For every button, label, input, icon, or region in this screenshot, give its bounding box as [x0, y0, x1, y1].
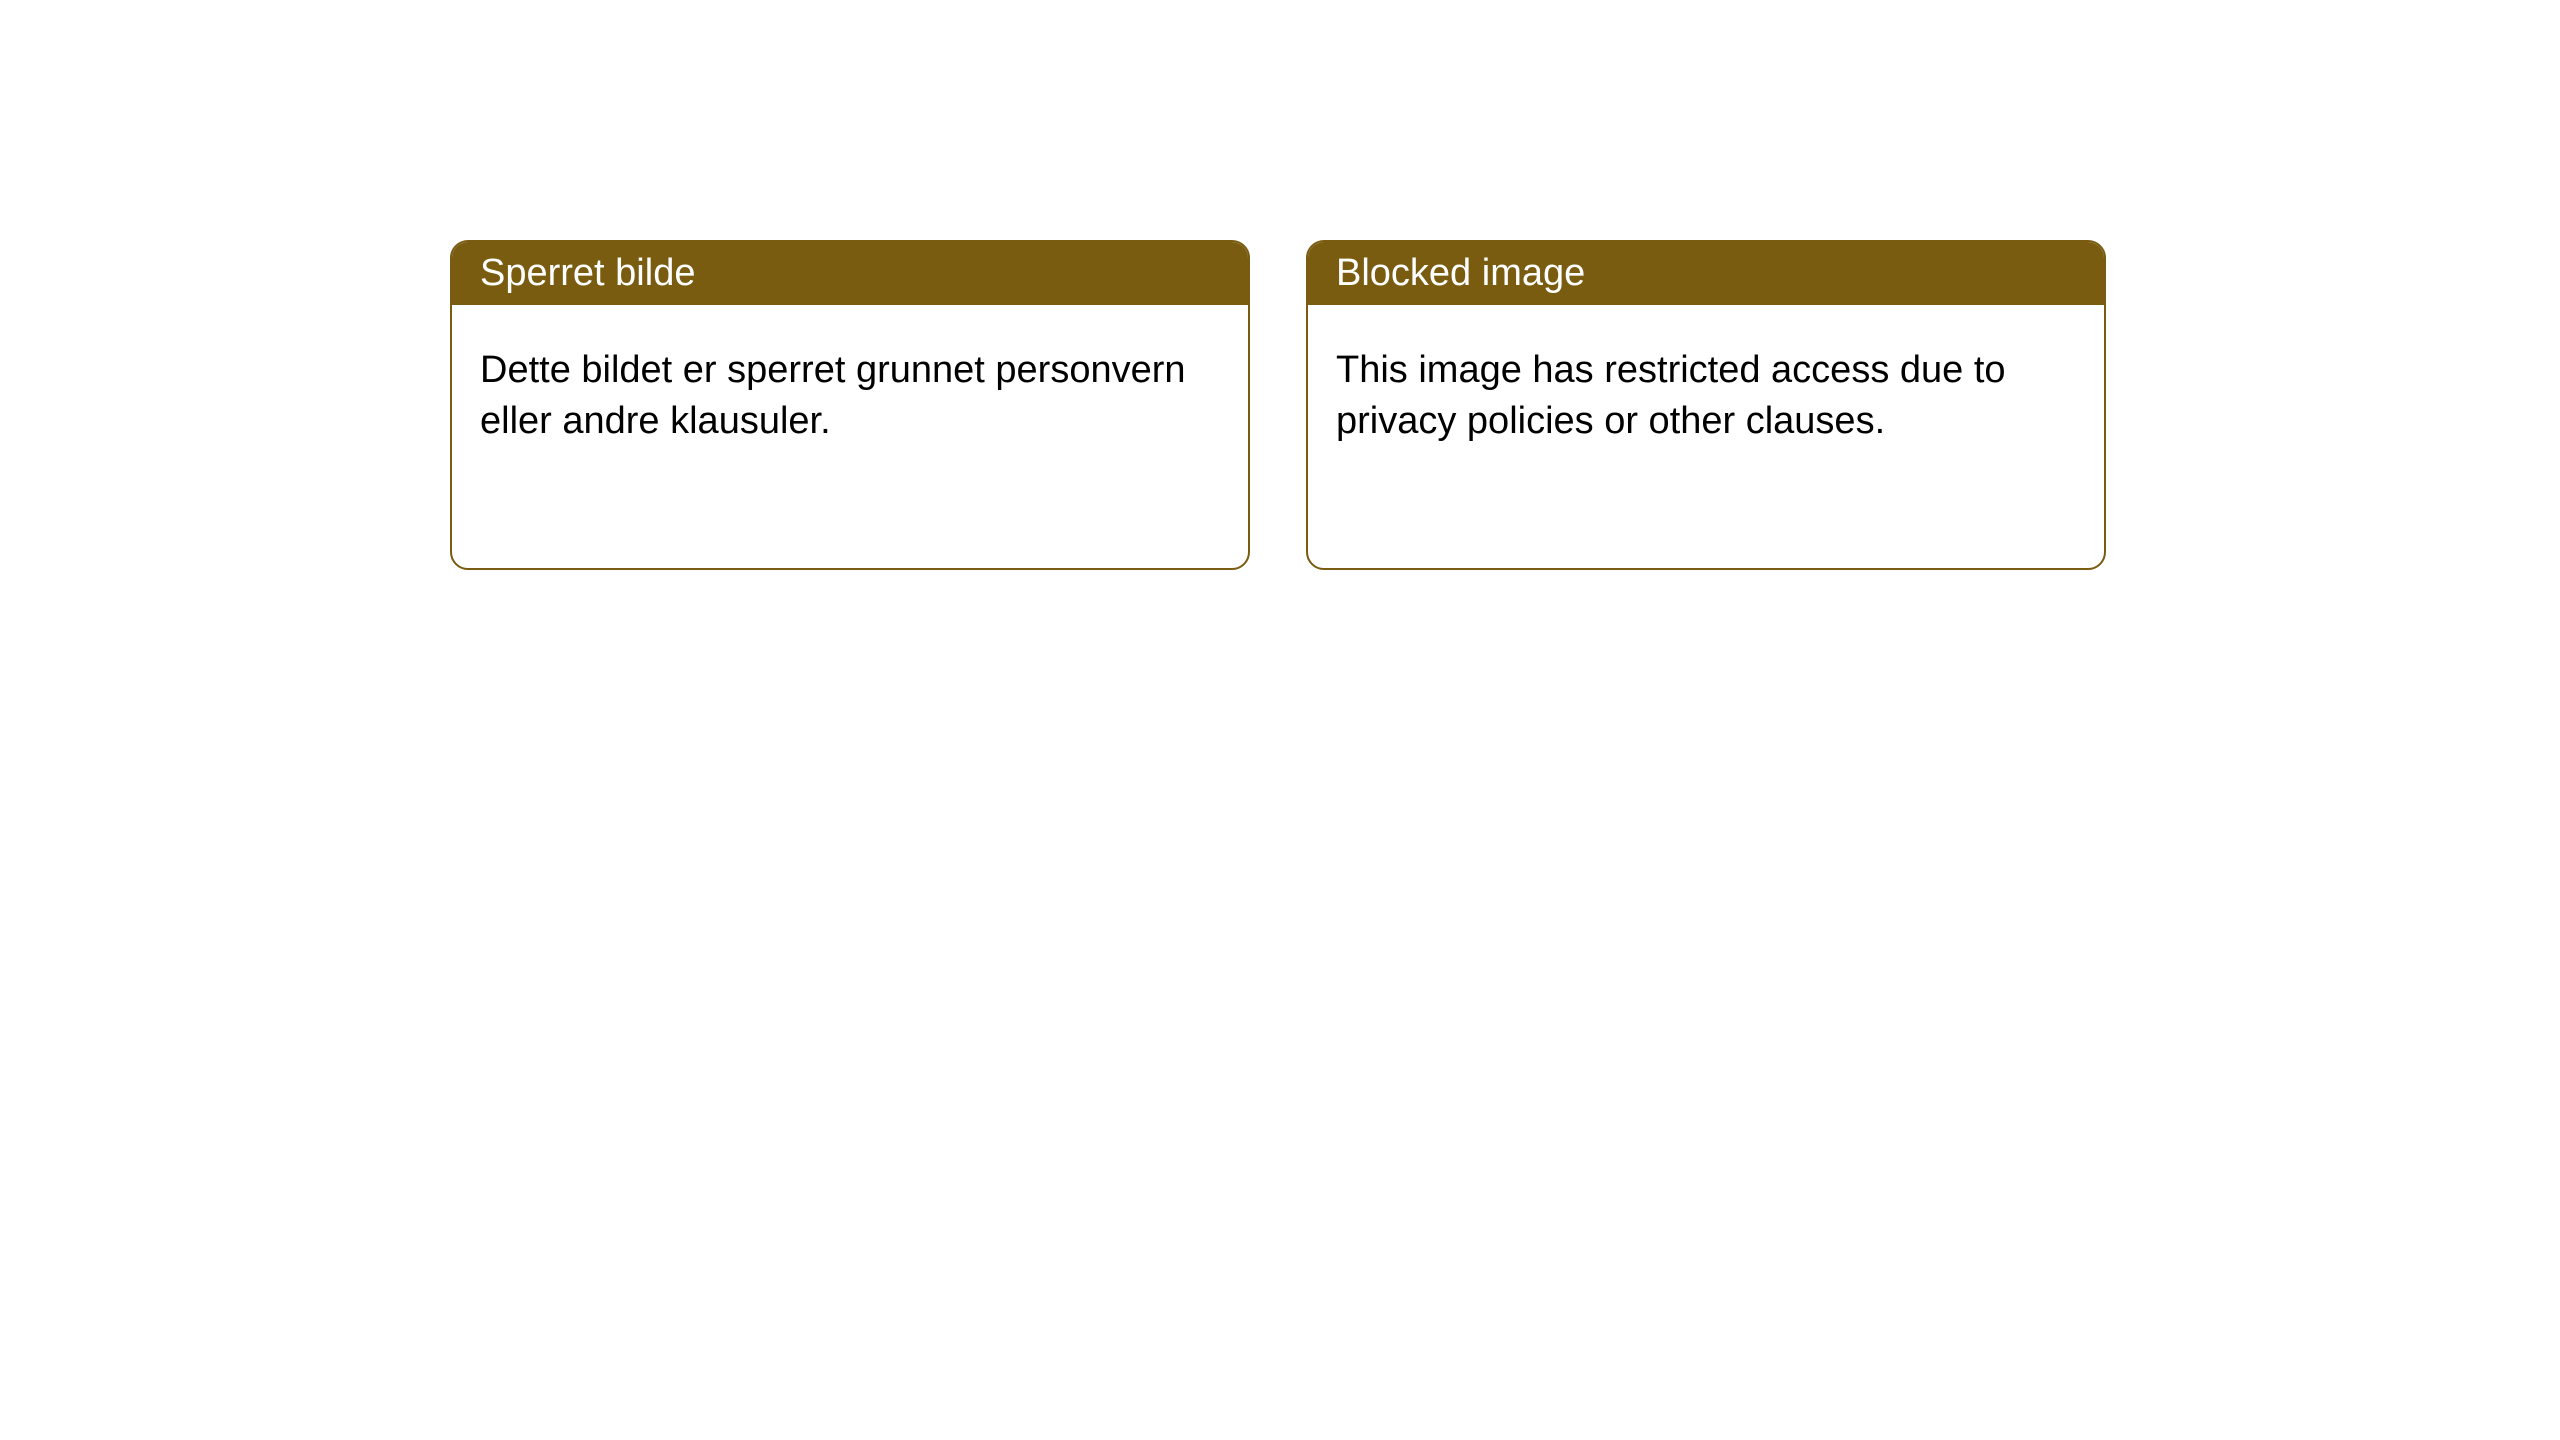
notice-card-norwegian: Sperret bilde Dette bildet er sperret gr…	[450, 240, 1250, 570]
notice-title: Blocked image	[1308, 242, 2104, 305]
notice-title: Sperret bilde	[452, 242, 1248, 305]
notice-container: Sperret bilde Dette bildet er sperret gr…	[0, 0, 2560, 570]
notice-body: Dette bildet er sperret grunnet personve…	[452, 305, 1248, 488]
notice-card-english: Blocked image This image has restricted …	[1306, 240, 2106, 570]
notice-body: This image has restricted access due to …	[1308, 305, 2104, 488]
